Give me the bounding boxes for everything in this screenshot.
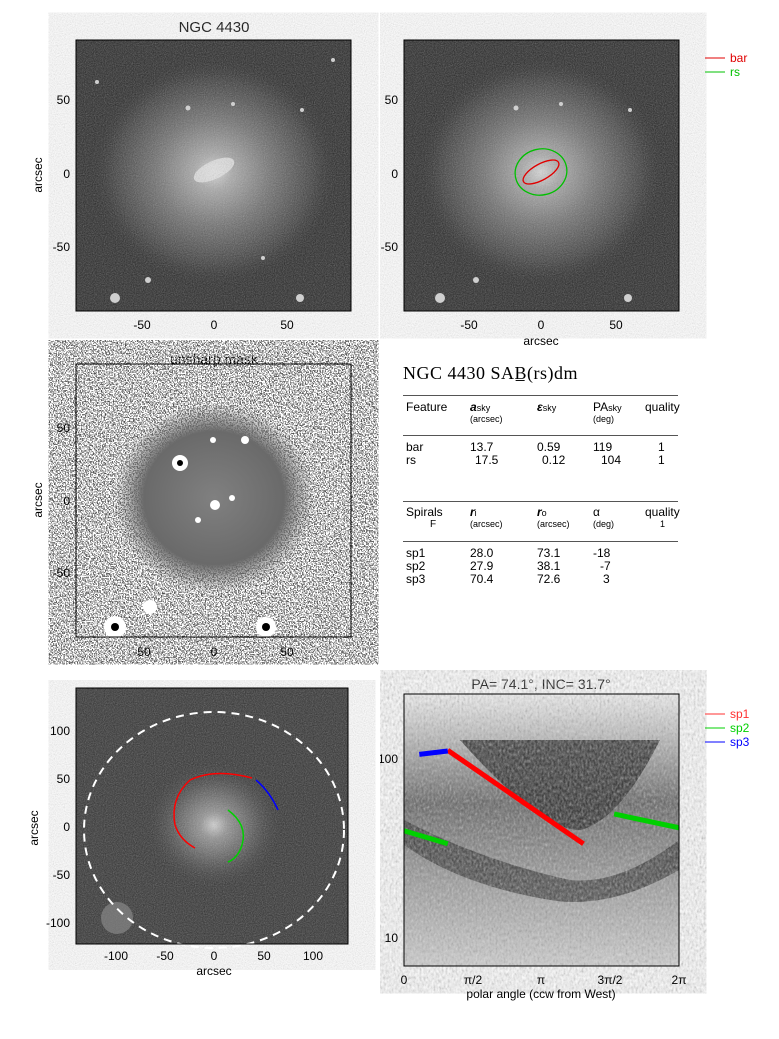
table-title: NGC 4430 SAB̲(rs)dm <box>403 363 579 383</box>
panel2-xtick: 50 <box>609 318 623 332</box>
panel1-xtick: -50 <box>133 318 151 332</box>
panel6-xtick: π <box>537 973 545 987</box>
panel6-ytick: 100 <box>380 752 398 766</box>
panel5-xtick: 100 <box>303 949 323 963</box>
panel6-ytick: 10 <box>385 931 399 945</box>
panel2-xtick: -50 <box>460 318 478 332</box>
panel-unsharp-mask: unsharp mask arcsec 50 0 -50 -50 0 50 <box>31 351 352 659</box>
legend-bar: bar <box>730 51 747 65</box>
panel3-xtick: -50 <box>133 645 151 659</box>
sp1-arm <box>173 772 253 849</box>
panel1-xtick: 0 <box>211 318 218 332</box>
panel3-xtick: 0 <box>211 645 218 659</box>
panel6-xtick: π/2 <box>464 973 483 987</box>
panel6-xtick: 3π/2 <box>598 973 623 987</box>
rs-ellipse <box>514 148 568 196</box>
panel6-xtick: 2π <box>672 973 687 987</box>
panel5-xtick: -50 <box>156 949 174 963</box>
panel-spiral-overlay: arcsec 100 50 0 -50 -100 -100 -50 0 50 1… <box>27 687 349 978</box>
panel5-xtick: 0 <box>211 949 218 963</box>
panel3-ylabel: arcsec <box>31 482 45 517</box>
table-header-bars: Feature asky (arcsec) εsky PAsky (deg) q… <box>406 400 680 424</box>
panel1-ytick: -50 <box>53 240 71 254</box>
panel2-ytick: -50 <box>381 240 399 254</box>
panel1-ylabel: arcsec <box>31 157 45 192</box>
parameter-table: NGC 4430 SAB̲(rs)dm Feature asky (arcsec… <box>400 363 690 586</box>
panel6-xtick: 0 <box>401 973 408 987</box>
panel5-ylabel: arcsec <box>27 810 41 845</box>
legend-rs: rs <box>730 65 740 79</box>
panel-galaxy-ellipses: 50 0 -50 -50 0 50 arcsec bar rs <box>381 39 747 348</box>
panel3-ytick: -50 <box>53 566 71 580</box>
panel5-xtick: -100 <box>104 949 128 963</box>
panel5-ytick: 50 <box>57 772 71 786</box>
sp3-arm <box>255 779 279 811</box>
legend-sp2: sp2 <box>730 721 750 735</box>
legend-sp1: sp1 <box>730 707 750 721</box>
panel5-ytick: 0 <box>63 820 70 834</box>
panel6-xlabel: polar angle (ccw from West) <box>466 987 615 1001</box>
bar-ellipse <box>522 159 560 185</box>
panel2-xlabel: arcsec <box>523 334 558 348</box>
panel1-ytick: 0 <box>63 167 70 181</box>
panel3-title: unsharp mask <box>170 351 259 367</box>
panel1-xtick: 50 <box>280 318 294 332</box>
legend-sp3: sp3 <box>730 735 750 749</box>
disk-outline <box>83 711 345 949</box>
panel6-title: PA= 74.1°, INC= 31.7° <box>471 676 610 692</box>
panel1-ytick: 50 <box>57 93 71 107</box>
panel2-ytick: 0 <box>391 167 398 181</box>
panel6-legend: sp1 sp2 sp3 <box>705 707 750 749</box>
panel5-ytick: -100 <box>46 916 70 930</box>
table-header-spirals: Spirals F ri (arcsec) ro (arcsec) α (deg… <box>406 505 680 530</box>
panel3-xtick: 50 <box>280 645 294 659</box>
panel3-ytick: 50 <box>57 421 71 435</box>
sp3-fit-line <box>419 748 449 757</box>
panel5-xtick: 50 <box>257 949 271 963</box>
panel2-ytick: 50 <box>385 93 399 107</box>
sp1-fit-line <box>446 748 585 846</box>
sp2-arm <box>227 809 245 863</box>
sp2-fit-line <box>613 811 680 831</box>
panel1-title: NGC 4430 <box>179 19 250 36</box>
panel2-xtick: 0 <box>538 318 545 332</box>
sp2-fit-line <box>403 828 449 847</box>
panel-polar-plot: PA= 74.1°, INC= 31.7° 100 10 0 π/2 π 3π/… <box>380 676 750 1001</box>
panel5-xlabel: arcsec <box>196 964 231 978</box>
panel-galaxy-image: NGC 4430 arcsec 50 0 -50 -50 0 50 <box>31 19 352 332</box>
panel3-ytick: 0 <box>63 494 70 508</box>
panel5-ytick: 100 <box>50 724 70 738</box>
panel2-legend: bar rs <box>705 51 747 79</box>
panel5-ytick: -50 <box>53 868 71 882</box>
